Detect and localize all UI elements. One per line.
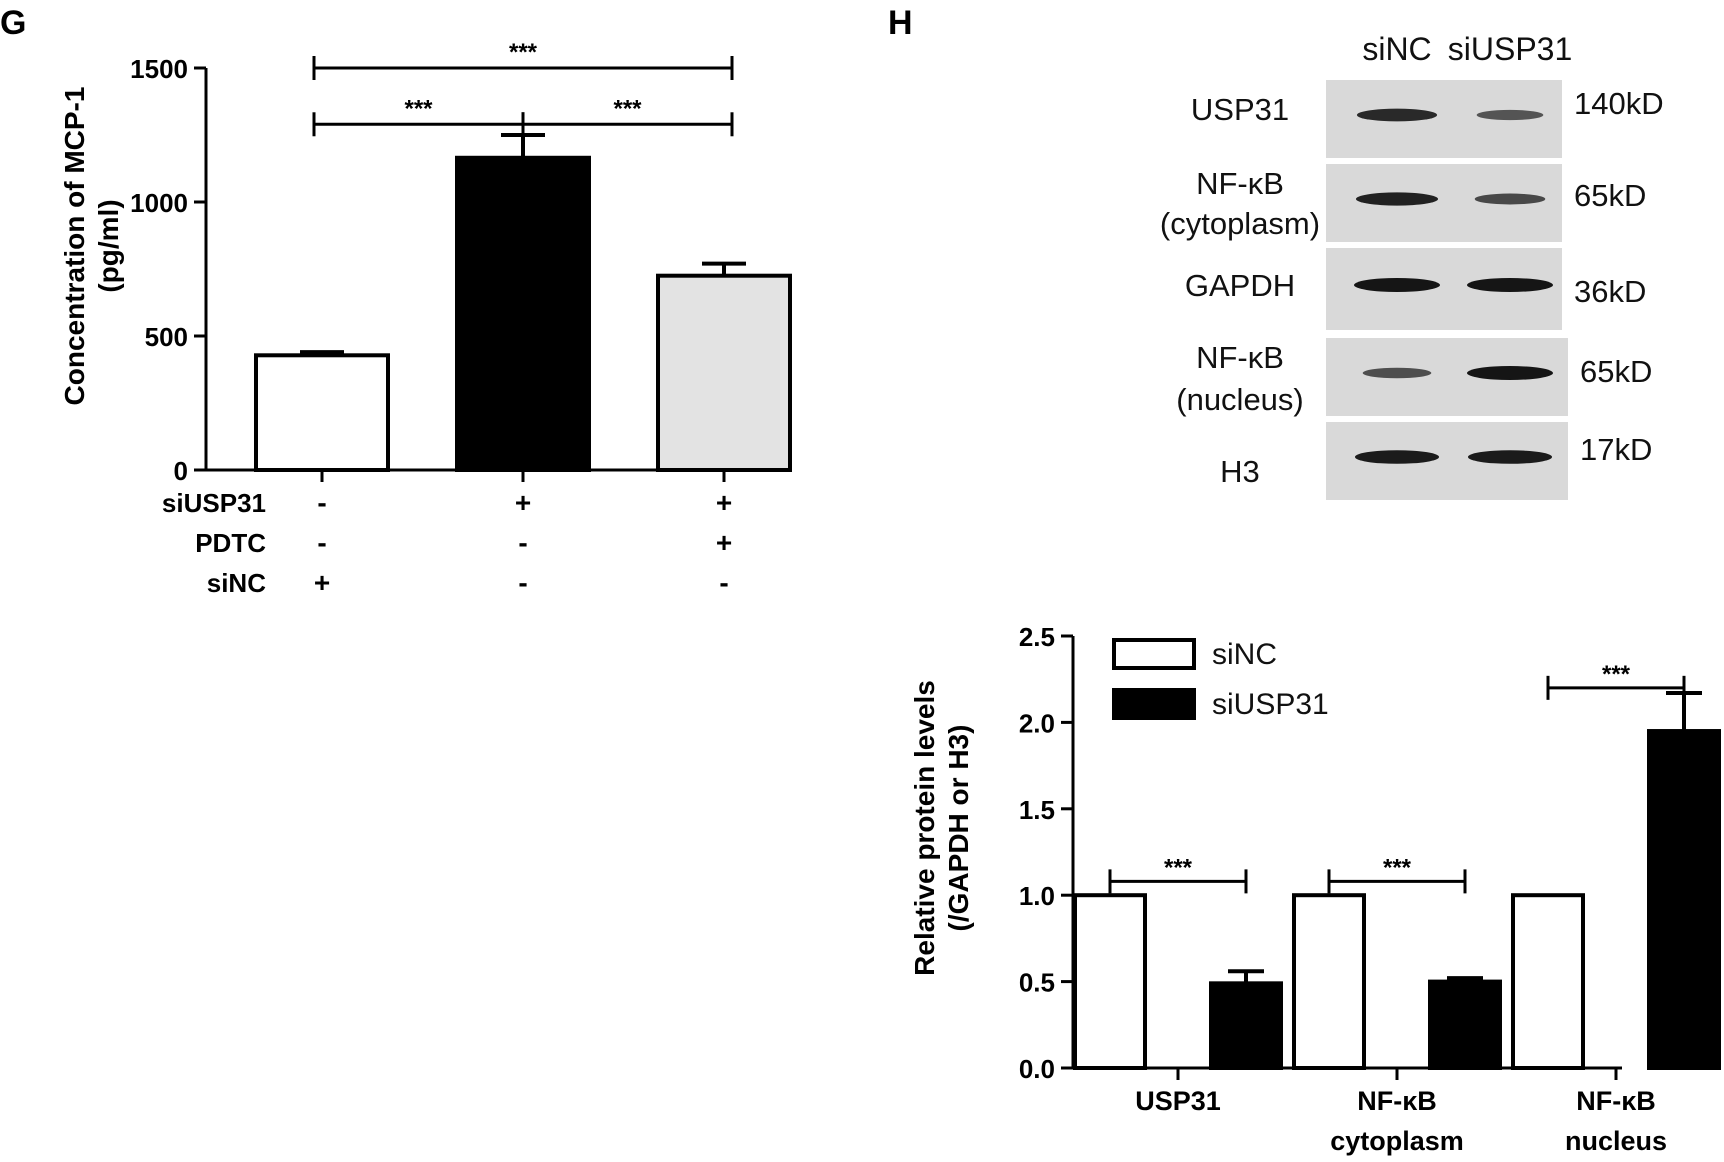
y-tick-label: 0.0	[1019, 1054, 1055, 1084]
significance-label: ***	[404, 95, 433, 122]
treatment-sign: -	[719, 567, 728, 598]
bar	[1647, 729, 1721, 1070]
blot-row-label: (cytoplasm)	[1160, 206, 1320, 241]
treatment-sign: -	[518, 567, 527, 598]
treatment-sign: -	[317, 527, 326, 558]
blot-band	[1476, 109, 1544, 121]
significance-label: ***	[509, 39, 538, 66]
treatment-label: siNC	[207, 568, 266, 598]
treatment-sign: +	[515, 487, 531, 518]
panel-g-bars	[254, 133, 792, 473]
bar	[254, 353, 390, 472]
blot-row-label: NF-κB	[1196, 340, 1284, 375]
blot-band	[1474, 193, 1546, 205]
lane-label: siUSP31	[1448, 31, 1573, 67]
blot-size-label: 17kD	[1580, 432, 1652, 467]
western-blot: siNC siUSP31 USP31 140kD NF-κB (cytoplasm) 65k…	[1160, 31, 1664, 500]
treatment-sign: +	[716, 527, 732, 558]
panel-h-y-axis-label-line1: Relative protein levels	[909, 680, 940, 976]
panel-h-bars	[1073, 691, 1721, 1071]
panel-label-g: G	[0, 4, 26, 42]
treatment-sign: +	[716, 487, 732, 518]
y-tick-label: 2.5	[1019, 622, 1055, 652]
significance-label: ***	[613, 95, 642, 122]
treatment-label: siUSP31	[162, 488, 266, 518]
blot-row-label: (nucleus)	[1176, 382, 1304, 417]
blot-band	[1354, 278, 1440, 292]
bar	[455, 155, 591, 472]
bar	[1511, 893, 1585, 1071]
blot-row-label: USP31	[1191, 92, 1289, 127]
treatment-label: PDTC	[195, 528, 266, 558]
panel-g-axes: 0 500 1000 1500	[130, 54, 746, 486]
panel-g-chart: G Concentration of MCP-1 (pg/ml) 0 500 100…	[0, 4, 792, 598]
blot-size-label: 65kD	[1574, 178, 1646, 213]
panel-label-h: H	[888, 4, 913, 42]
bar	[1428, 979, 1502, 1070]
blot-band	[1354, 450, 1440, 464]
significance-label: ***	[1602, 661, 1631, 688]
legend-label: siNC	[1212, 638, 1277, 671]
panel-h: H siNC siUSP31 USP31 140kD NF-κB (cytoplasm) 6…	[888, 4, 1721, 1156]
blot-row-label: H3	[1220, 454, 1260, 489]
blot-band	[1355, 192, 1439, 206]
treatment-sign: -	[518, 527, 527, 558]
panel-h-chart: Relative protein levels (/GAPDH or H3) 0…	[909, 622, 1721, 1156]
bar	[1073, 893, 1147, 1071]
y-tick-label: 1.0	[1019, 881, 1055, 911]
bar	[1209, 981, 1283, 1070]
blot-row-label: NF-κB	[1196, 166, 1284, 201]
panel-h-significance: *** *** ***	[1108, 661, 1686, 894]
y-tick-label: 0	[174, 456, 188, 486]
y-tick-label: 500	[145, 322, 188, 352]
blot-size-label: 36kD	[1574, 274, 1646, 309]
panel-g-treatment-table: siUSP31 - + + PDTC - - + siNC + - -	[162, 487, 732, 598]
lane-label: siNC	[1362, 31, 1431, 67]
panel-g-y-axis-label-line2: (pg/ml)	[93, 199, 124, 292]
panel-h-legend: siNC siUSP31	[1112, 638, 1329, 721]
legend-label: siUSP31	[1212, 688, 1329, 721]
y-tick-label: 1000	[130, 188, 188, 218]
blot-size-label: 65kD	[1580, 354, 1652, 389]
x-tick-label: nucleus	[1565, 1126, 1667, 1156]
x-tick-label: USP31	[1135, 1086, 1221, 1116]
y-tick-label: 2.0	[1019, 708, 1055, 738]
blot-band	[1356, 108, 1438, 122]
bar	[656, 273, 792, 473]
treatment-sign: +	[314, 567, 330, 598]
treatment-sign: -	[317, 487, 326, 518]
y-tick-label: 1.5	[1019, 795, 1055, 825]
panel-g-y-axis-label-line1: Concentration of MCP-1	[59, 87, 90, 406]
x-tick-label: cytoplasm	[1330, 1126, 1464, 1156]
blot-band	[1362, 367, 1432, 379]
blot-size-label: 140kD	[1574, 86, 1664, 121]
blot-row-label: GAPDH	[1185, 268, 1295, 303]
legend-swatch	[1112, 638, 1196, 670]
panel-g-significance: *** *** ***	[312, 39, 734, 137]
panel-h-y-axis-label-line2: (/GAPDH or H3)	[943, 725, 974, 932]
y-tick-label: 1500	[130, 54, 188, 84]
blot-band	[1467, 450, 1553, 464]
x-tick-label: NF-κB	[1576, 1086, 1656, 1116]
y-tick-label: 0.5	[1019, 968, 1055, 998]
legend-swatch	[1112, 688, 1196, 720]
blot-band	[1467, 366, 1553, 380]
blot-band	[1467, 278, 1553, 292]
bar	[1292, 893, 1366, 1071]
x-tick-label: NF-κB	[1357, 1086, 1437, 1116]
significance-label: ***	[1164, 854, 1193, 881]
significance-label: ***	[1383, 854, 1412, 881]
